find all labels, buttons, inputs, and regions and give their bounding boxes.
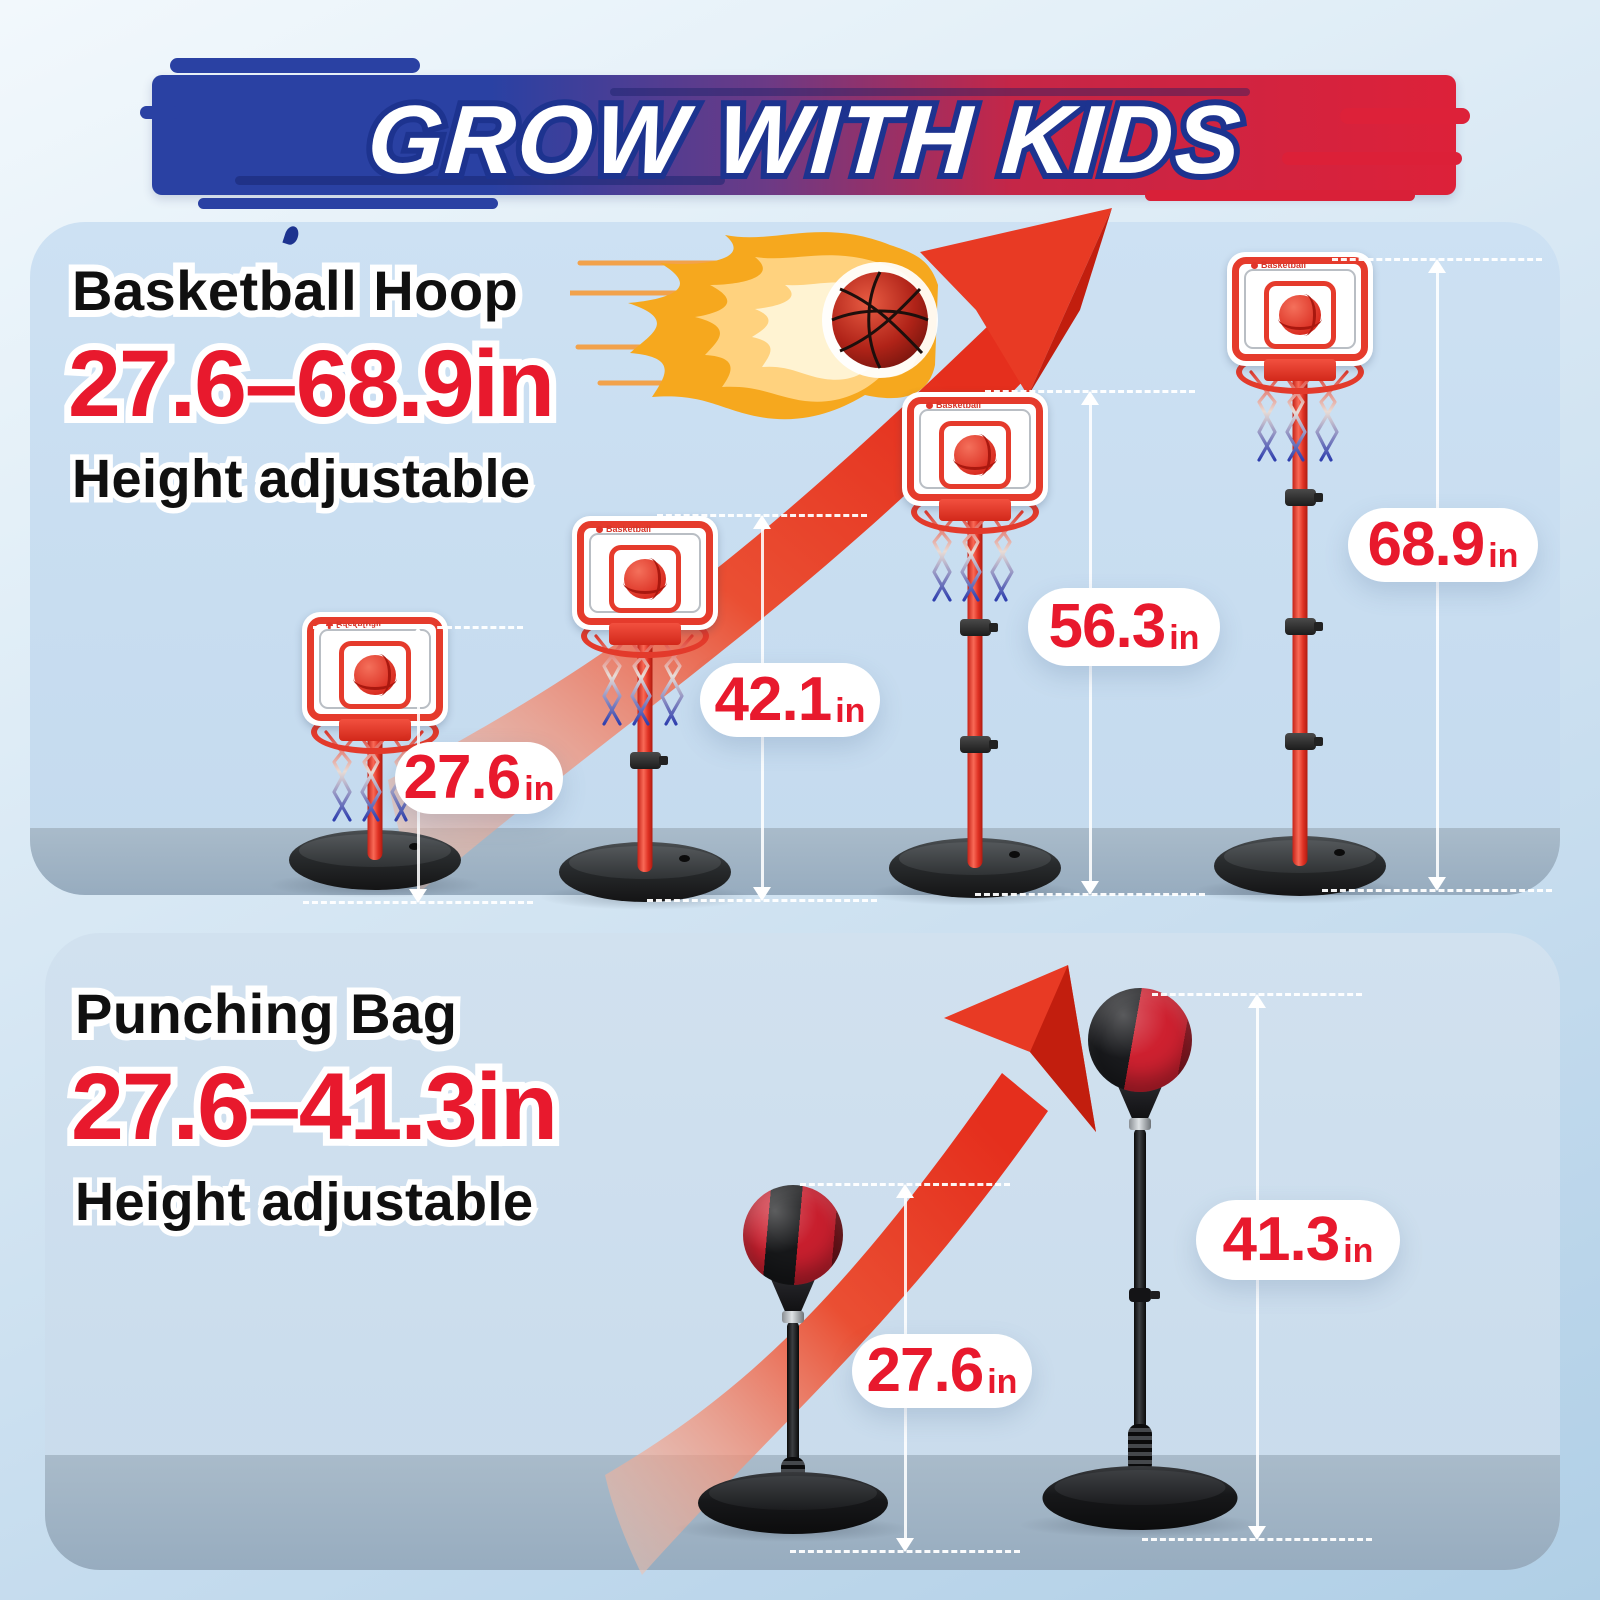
logo-text: Basketball xyxy=(1261,260,1307,270)
hoop-height-label: 27.6 in xyxy=(395,742,563,814)
backboard-logo: Basketball xyxy=(596,524,651,534)
backboard-target-square xyxy=(1264,280,1336,349)
brush-streak xyxy=(1340,108,1470,124)
bag-base xyxy=(698,1472,888,1534)
punching-heading: Punching Bag xyxy=(75,984,458,1044)
backboard-target-square xyxy=(339,640,411,709)
bag-pole xyxy=(1134,1128,1146,1444)
height-adjuster-knob xyxy=(1129,1288,1160,1302)
basketball-heading: Basketball Hoop xyxy=(72,261,519,321)
height-clamp xyxy=(1284,733,1323,750)
logo-text: Basketball xyxy=(936,400,982,410)
punching-ball xyxy=(1088,988,1192,1092)
basketball-icon xyxy=(353,653,397,696)
backboard-target-square xyxy=(609,544,681,613)
hoop-bracket xyxy=(609,623,681,645)
height-clamp xyxy=(959,736,998,753)
height-clamp xyxy=(1284,618,1323,635)
height-clamp xyxy=(1284,489,1323,506)
banner-title: GROW WITH KIDS xyxy=(136,84,1474,196)
banner-title-text: GROW WITH KIDS xyxy=(364,84,1246,196)
height-clamp xyxy=(959,619,998,636)
brush-streak xyxy=(140,106,180,119)
basketball-icon xyxy=(623,557,667,600)
basketball-hoop-highest: Basketball xyxy=(1192,252,1408,904)
hoop-bracket xyxy=(939,499,1011,521)
hoop-bracket xyxy=(339,719,411,741)
hoop-backboard: Basketball xyxy=(1227,252,1373,381)
logo-ball-icon xyxy=(926,401,933,409)
punching-ball xyxy=(743,1185,843,1285)
bag-height-label: 27.6 in xyxy=(852,1334,1032,1408)
brush-streak xyxy=(1282,152,1462,165)
backboard-logo: Basketball xyxy=(326,620,381,630)
logo-text: Basketball xyxy=(336,620,382,630)
backboard-target-square xyxy=(939,420,1011,489)
bag-collar xyxy=(782,1311,804,1323)
bag-height-label: 41.3 in xyxy=(1196,1200,1400,1280)
punching-headings: Punching Bag 27.6–41.3in Height adjustab… xyxy=(71,984,558,1231)
basketball-headings: Basketball Hoop 27.6–68.9in Height adjus… xyxy=(68,261,555,508)
height-clamp xyxy=(629,752,668,769)
brush-streak xyxy=(1145,190,1415,201)
logo-text: Basketball xyxy=(606,524,652,534)
bag-pole xyxy=(787,1321,799,1473)
basketball-range: 27.6–68.9in xyxy=(68,334,555,435)
hoop-backboard: Basketball xyxy=(902,392,1048,521)
bag-collar xyxy=(1129,1118,1151,1130)
hoop-pole xyxy=(1284,347,1323,866)
logo-ball-icon xyxy=(1251,261,1258,269)
title-banner: GROW WITH KIDS xyxy=(140,48,1470,247)
basketball-icon xyxy=(1278,293,1322,336)
punching-bag-highest xyxy=(1017,988,1263,1538)
hoop-backboard: Basketball xyxy=(572,516,718,645)
bag-base xyxy=(1042,1466,1238,1530)
punching-range: 27.6–41.3in xyxy=(71,1057,558,1158)
brush-streak xyxy=(170,58,420,73)
hoop-height-label: 68.9 in xyxy=(1348,508,1538,582)
basketball-icon xyxy=(953,433,997,476)
basketball-subheading: Height adjustable xyxy=(72,450,531,508)
backboard-logo: Basketball xyxy=(926,400,981,410)
logo-ball-icon xyxy=(596,525,603,533)
backboard-red-frame xyxy=(1232,257,1368,361)
punching-subheading: Height adjustable xyxy=(75,1173,534,1231)
logo-ball-icon xyxy=(326,621,333,629)
hoop-bracket xyxy=(1264,359,1336,381)
bag-spring xyxy=(1128,1424,1152,1474)
brush-streak xyxy=(198,198,498,209)
hoop-height-label: 56.3 in xyxy=(1028,588,1220,666)
backboard-logo: Basketball xyxy=(1251,260,1306,270)
hoop-height-label: 42.1 in xyxy=(700,663,880,737)
